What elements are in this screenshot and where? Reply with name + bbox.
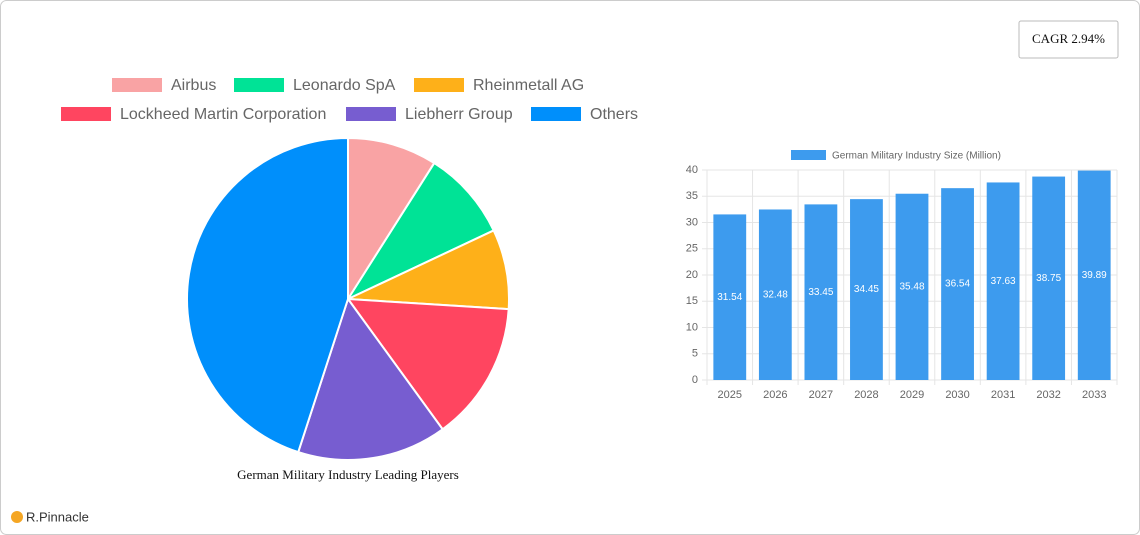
x-tick-label: 2031: [991, 389, 1015, 401]
y-tick-label: 5: [692, 348, 698, 360]
legend-swatch: [414, 78, 464, 92]
bar: [804, 204, 838, 380]
bar: [713, 214, 747, 380]
logo-icon: [11, 511, 23, 523]
value-label: 39.89: [1082, 270, 1107, 281]
legend-label: Leonardo SpA: [293, 77, 396, 94]
legend-swatch: [112, 78, 162, 92]
pie-slice: [345, 297, 510, 431]
logo: R.Pinnacle: [26, 509, 89, 524]
y-tick-label: 25: [686, 243, 698, 255]
value-label: 37.63: [991, 276, 1016, 287]
value-label: 32.48: [763, 289, 788, 300]
legend-label: Lockheed Martin Corporation: [120, 106, 326, 123]
pie-slice: [345, 161, 496, 302]
bar: [758, 209, 792, 380]
x-tick-label: 2028: [854, 389, 878, 401]
value-label: 31.54: [717, 292, 742, 303]
legend-swatch: [234, 78, 284, 92]
bar: [1032, 176, 1066, 380]
x-tick-label: 2026: [763, 389, 787, 401]
bar: [895, 193, 929, 380]
y-tick-label: 0: [692, 374, 698, 386]
value-label: 34.45: [854, 284, 879, 295]
legend-label: Airbus: [171, 77, 216, 94]
y-tick-label: 30: [686, 216, 698, 228]
cagr-box: [1018, 20, 1119, 59]
value-label: 33.45: [808, 287, 833, 298]
pie-slice: [186, 136, 349, 454]
x-tick-label: 2032: [1036, 389, 1060, 401]
pie-title: German Military Industry Leading Players: [237, 467, 459, 482]
y-tick-label: 20: [686, 269, 698, 281]
x-tick-label: 2025: [718, 389, 742, 401]
legend-label: German Military Industry Size (Million): [832, 151, 1001, 162]
bar: [986, 182, 1020, 380]
legend-swatch: [791, 150, 826, 160]
y-tick-label: 35: [686, 190, 698, 202]
y-tick-label: 15: [686, 295, 698, 307]
bar: [1077, 170, 1111, 380]
pie-slice: [347, 136, 436, 303]
cagr: CAGR 2.94%: [1032, 31, 1105, 46]
legend-swatch: [531, 107, 581, 121]
legend-label: Rheinmetall AG: [473, 77, 584, 94]
y-tick-label: 40: [686, 164, 698, 176]
pie-slice: [296, 296, 445, 461]
value-label: 38.75: [1036, 273, 1061, 284]
x-tick-label: 2029: [900, 389, 924, 401]
bar: [941, 188, 974, 380]
x-tick-label: 2027: [809, 389, 833, 401]
bar: [850, 199, 883, 380]
legend-swatch: [346, 107, 396, 121]
legend-label: Liebherr Group: [405, 106, 513, 123]
legend-label: Others: [590, 106, 638, 123]
value-label: 36.54: [945, 279, 970, 290]
y-tick-label: 10: [686, 321, 698, 333]
x-tick-label: 2030: [945, 389, 969, 401]
x-tick-label: 2033: [1082, 389, 1106, 401]
legend-swatch: [61, 107, 111, 121]
value-label: 35.48: [899, 282, 924, 293]
